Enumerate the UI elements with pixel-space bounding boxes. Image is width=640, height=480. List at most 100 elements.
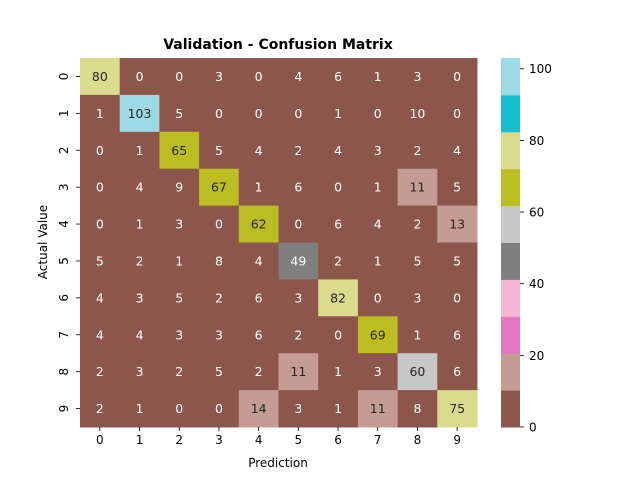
cell-value-label: 5 <box>96 253 104 268</box>
cell-value-label: 3 <box>374 364 382 379</box>
heatmap-cell <box>119 94 160 133</box>
heatmap-cell <box>159 353 200 391</box>
heatmap-cell <box>238 94 279 133</box>
heatmap-cell <box>318 205 359 243</box>
x-tick-label: 2 <box>175 433 183 447</box>
colorbar-segment <box>501 94 520 133</box>
cell-value-label: 0 <box>294 106 302 121</box>
heatmap-cell <box>318 168 359 207</box>
heatmap-cell <box>397 131 438 170</box>
heatmap-cell <box>357 353 399 391</box>
heatmap-cell <box>119 242 160 280</box>
x-tick-label: 5 <box>295 433 303 447</box>
cell-value-label: 65 <box>171 143 187 158</box>
heatmap-cell <box>199 242 240 280</box>
heatmap-cell <box>199 94 240 133</box>
cell-value-label: 75 <box>449 401 465 416</box>
colorbar: 0 20 40 60 80 100 <box>501 58 552 435</box>
heatmap-cell <box>278 168 319 207</box>
cell-value-label: 5 <box>413 253 421 268</box>
cell-value-label: 2 <box>413 217 421 232</box>
cell-value-label: 0 <box>453 106 461 121</box>
cell-value-label: 1 <box>334 364 342 379</box>
cell-value-label: 2 <box>294 327 302 342</box>
cell-value-label: 4 <box>294 69 302 84</box>
cell-value-label: 1 <box>374 180 382 195</box>
heatmap-cell <box>159 205 200 243</box>
colorbar-segment <box>501 390 520 428</box>
heatmap-cell <box>159 58 200 96</box>
cell-value-label: 0 <box>215 106 223 121</box>
cell-value-label: 3 <box>374 143 382 158</box>
colorbar-tick-label: 100 <box>529 62 552 76</box>
colorbar-segment <box>501 316 520 354</box>
cell-value-label: 0 <box>453 290 461 305</box>
cell-value-label: 4 <box>334 143 342 158</box>
x-axis-label: Prediction <box>248 456 308 470</box>
cell-value-label: 0 <box>136 69 144 84</box>
colorbar-segment <box>501 279 520 317</box>
cell-value-label: 1 <box>334 401 342 416</box>
heatmap-cell <box>199 353 240 391</box>
heatmap-cell <box>238 168 279 207</box>
heatmap-cell <box>357 205 399 243</box>
heatmap-cell <box>80 205 121 243</box>
heatmap-cell <box>278 390 319 428</box>
cell-value-label: 3 <box>413 69 421 84</box>
heatmap-cell <box>119 168 160 207</box>
heatmap-cell <box>119 205 160 243</box>
cell-value-label: 1 <box>175 253 183 268</box>
heatmap-cell <box>318 94 359 133</box>
heatmap-cell <box>397 353 438 391</box>
cell-value-label: 2 <box>334 253 342 268</box>
cell-value-label: 5 <box>215 143 223 158</box>
cell-value-label: 6 <box>334 217 342 232</box>
heatmap-cell <box>80 131 121 170</box>
heatmap-cell <box>159 168 200 207</box>
heatmap-cell <box>357 58 399 96</box>
heatmap-cell <box>397 316 438 354</box>
heatmap-cell <box>199 131 240 170</box>
cell-value-label: 2 <box>136 253 144 268</box>
y-tick-label: 6 <box>57 294 71 302</box>
cell-value-label: 11 <box>409 180 425 195</box>
heatmap-cell <box>318 316 359 354</box>
cell-value-label: 69 <box>370 327 386 342</box>
x-tick-label: 4 <box>255 433 263 447</box>
cell-value-label: 5 <box>453 180 461 195</box>
x-tick-label: 3 <box>215 433 223 447</box>
heatmap-cell <box>159 316 200 354</box>
heatmap-cell <box>318 58 359 96</box>
heatmap-cell <box>357 279 399 317</box>
y-tick-label: 2 <box>57 146 71 154</box>
heatmap-cell <box>357 242 399 280</box>
cell-value-label: 2 <box>255 364 263 379</box>
heatmap-cell <box>437 390 478 428</box>
colorbar-segment <box>501 242 520 280</box>
colorbar-segment <box>501 131 520 170</box>
heatmap-cell <box>119 58 160 96</box>
heatmap-cells: 80 0 0 3 0 4 6 1 3 01 103 5 0 0 0 1 0 10 00 1 65 5 4 2 4 3 2 40 4 9 67… <box>80 58 478 428</box>
heatmap-cell <box>397 390 438 428</box>
heatmap-cell <box>119 131 160 170</box>
cell-value-label: 11 <box>290 364 306 379</box>
heatmap-cell <box>318 390 359 428</box>
cell-value-label: 0 <box>453 69 461 84</box>
cell-value-label: 13 <box>449 217 465 232</box>
heatmap-cell <box>119 316 160 354</box>
heatmap-cell <box>159 390 200 428</box>
heatmap-cell <box>397 58 438 96</box>
cell-value-label: 62 <box>251 217 267 232</box>
cell-value-label: 1 <box>334 106 342 121</box>
cell-value-label: 5 <box>175 290 183 305</box>
cell-value-label: 2 <box>215 290 223 305</box>
x-tick-label: 9 <box>453 433 461 447</box>
heatmap-cell <box>238 279 279 317</box>
cell-value-label: 5 <box>175 106 183 121</box>
heatmap-cell <box>159 131 200 170</box>
heatmap-cell <box>318 242 359 280</box>
heatmap-cell <box>278 242 319 280</box>
heatmap-cell <box>80 279 121 317</box>
y-tick-label: 4 <box>57 220 71 228</box>
cell-value-label: 0 <box>215 401 223 416</box>
